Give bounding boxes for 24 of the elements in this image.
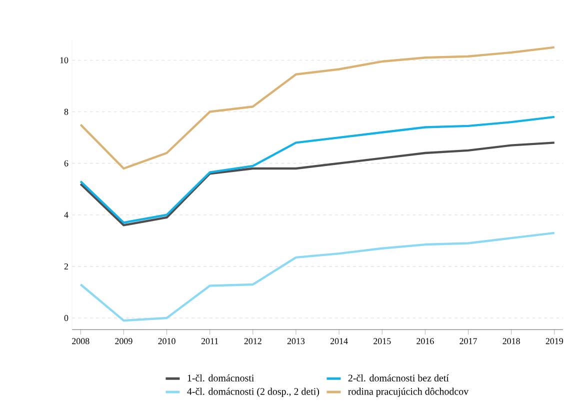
legend-label: 4-čl. domácnosti (2 dosp., 2 deti) [187,388,320,397]
x-tick-label: 2008 [72,338,90,344]
x-tick-label: 2017 [460,338,477,344]
x-tick-label: 2018 [502,338,520,344]
x-tick-label: 2013 [287,338,305,344]
x-tick-label: 2014 [330,338,348,344]
x-tick-label: 2009 [115,338,132,344]
legend-label: rodina pracujúcich dôchodcov [348,388,469,397]
y-tick-label: 0 [64,314,68,322]
x-tick-label: 2019 [546,338,563,344]
y-tick-label: 6 [64,160,68,166]
line-series [80,46,556,170]
legend-label: 2-čl. domácnosti bez detí [348,374,449,382]
x-tick-label: 2011 [201,338,218,344]
y-tick-label: 10 [60,57,68,64]
x-tick-label: 2015 [374,338,391,344]
x-tick-label: 2016 [416,338,434,344]
legend-label: 1-čl. domácnosti [188,374,254,382]
y-tick-label: 2 [64,263,68,270]
y-tick-label: 8 [64,108,68,115]
x-tick-label: 2012 [244,338,262,344]
x-tick-label: 2010 [158,338,176,344]
y-tick-label: 4 [64,212,68,218]
line-series [80,232,556,322]
